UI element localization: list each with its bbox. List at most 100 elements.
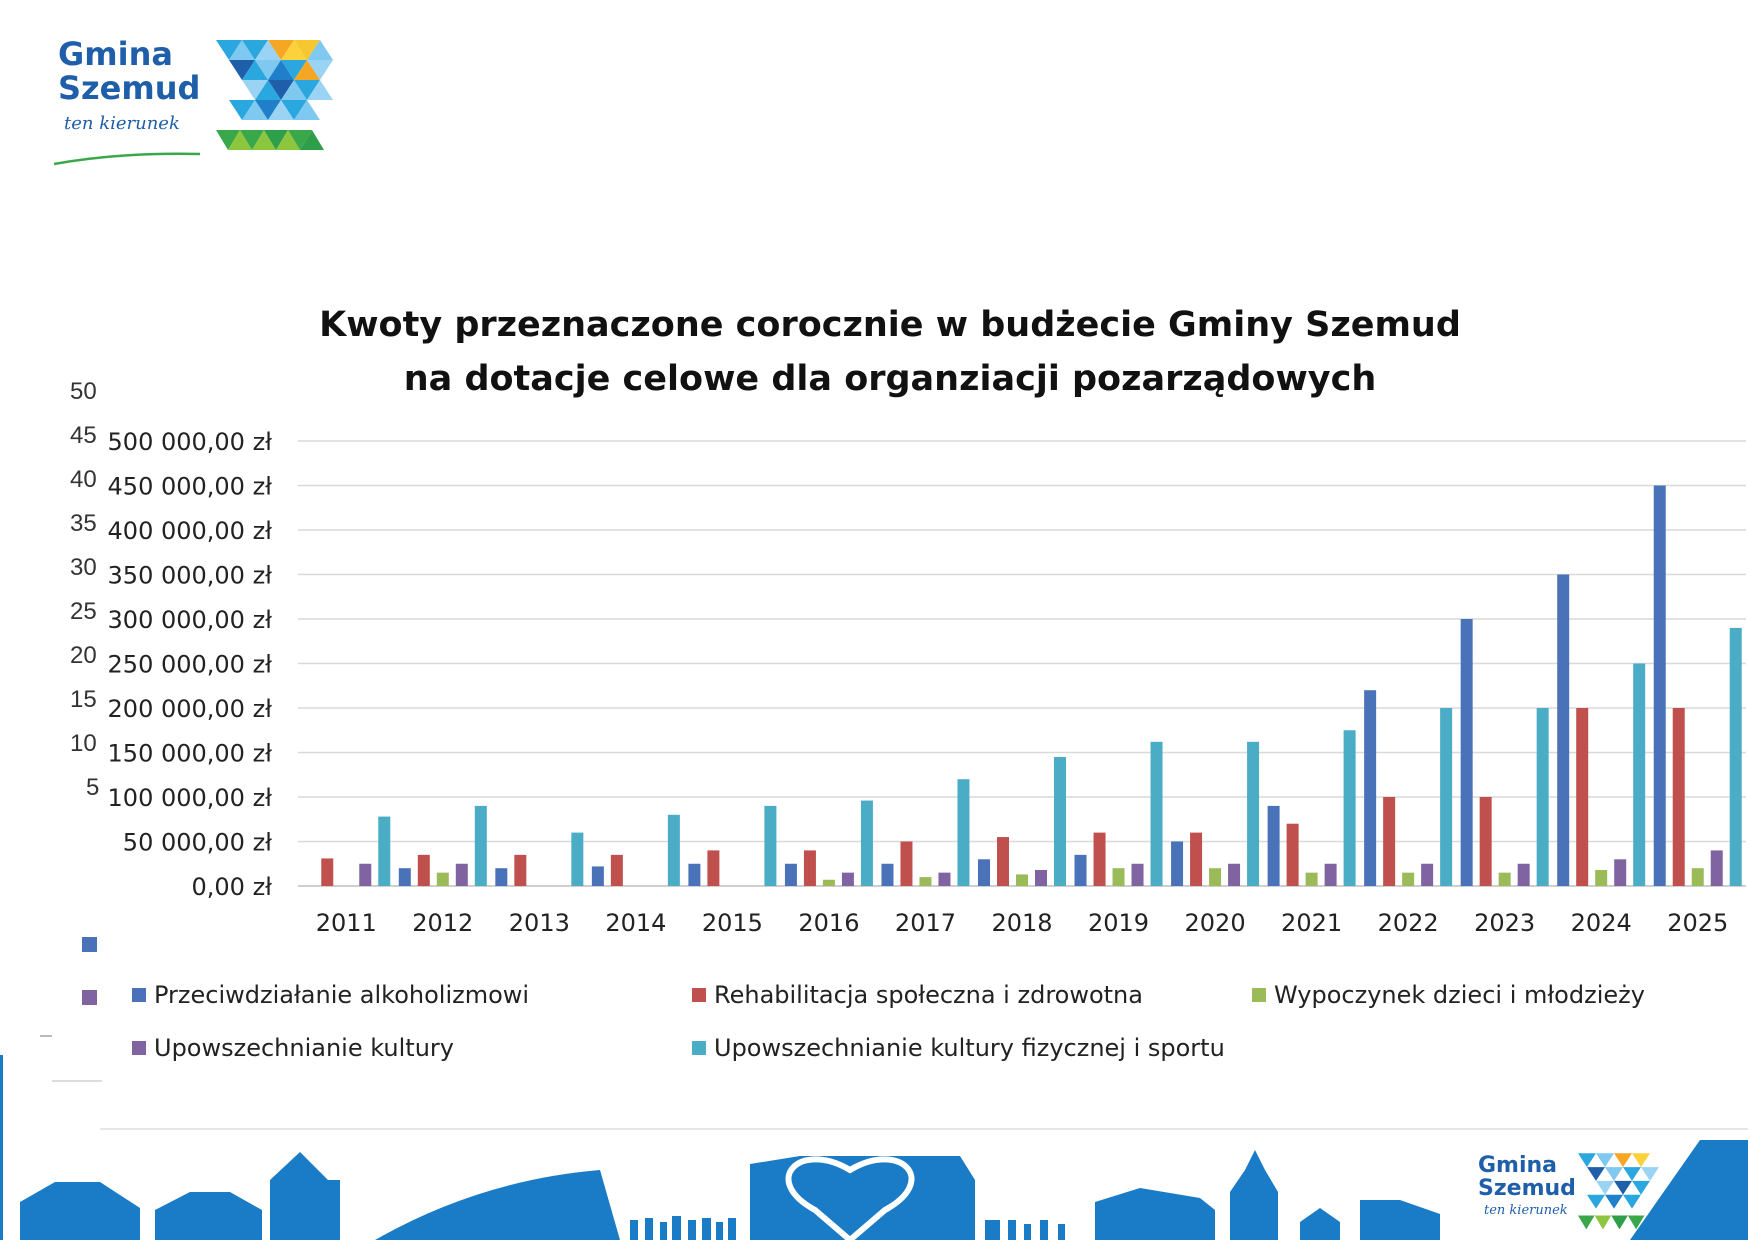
- bar-3: [1112, 868, 1125, 886]
- bar-2: [1672, 708, 1685, 886]
- ghost-axis-label: 10: [70, 730, 97, 757]
- stray-dash: [52, 1080, 102, 1082]
- bar-2: [1286, 823, 1299, 886]
- bar-4: [938, 872, 951, 886]
- bar-1: [398, 868, 411, 886]
- legend-swatch: [132, 1041, 146, 1055]
- chart-title-line2: na dotacje celowe dla organziacji pozarz…: [403, 359, 1377, 399]
- y-tick-label: 200 000,00 zł: [108, 695, 273, 723]
- y-tick-label: 50 000,00 zł: [123, 829, 272, 857]
- bar-4: [1324, 863, 1337, 886]
- bar-5: [1633, 663, 1646, 886]
- logo-line1: Gmina: [58, 35, 173, 73]
- bar-5: [1729, 627, 1742, 886]
- bar-5: [571, 832, 584, 886]
- bar-5: [860, 800, 873, 886]
- left-edge-bar: [0, 1055, 3, 1240]
- legend-label: Upowszechnianie kultury fizycznej i spor…: [714, 1034, 1225, 1062]
- legend-label: Przeciwdziałanie alkoholizmowi: [154, 981, 530, 1009]
- x-tick-label: 2023: [1474, 909, 1535, 937]
- legend-item: Upowszechnianie kultury: [132, 1034, 454, 1062]
- bar-4: [1710, 850, 1723, 886]
- bar-5: [1440, 708, 1453, 886]
- bar-1: [1171, 841, 1184, 886]
- bar-2: [1479, 797, 1492, 886]
- skyline-silhouette-icon: [20, 1140, 1748, 1240]
- bar-3: [436, 872, 449, 886]
- footer-divider: [100, 1128, 1748, 1130]
- bar-3: [1402, 872, 1415, 886]
- bar-2: [707, 850, 720, 886]
- bar-1: [1653, 485, 1666, 886]
- bar-1: [1267, 805, 1280, 886]
- bar-3: [1498, 872, 1511, 886]
- x-tick-label: 2020: [1185, 909, 1246, 937]
- x-tick-label: 2022: [1378, 909, 1439, 937]
- ghost-axis-label: 30: [70, 554, 97, 581]
- logo-small-triangles-icon: [1578, 1153, 1659, 1230]
- ghost-axis: 50 45 40 35 30 25 20 15 10 5: [70, 378, 110, 818]
- bar-4: [455, 863, 468, 886]
- legend-swatch: [692, 988, 706, 1002]
- y-tick-label: 350 000,00 zł: [108, 562, 273, 590]
- x-tick-label: 2025: [1667, 909, 1728, 937]
- bar-1: [688, 863, 701, 886]
- bar-4: [1517, 863, 1530, 886]
- bar-3: [1305, 872, 1318, 886]
- bar-5: [474, 805, 487, 886]
- gmina-szemud-logo-small: Gmina Szemud ten kierunek: [1470, 1148, 1670, 1238]
- x-tick-label: 2017: [895, 909, 956, 937]
- ghost-axis-label: 40: [70, 466, 97, 493]
- gmina-szemud-logo: Gmina Szemud ten kierunek: [40, 30, 360, 170]
- bar-chart: 0,00 zł 50 000,00 zł 100 000,00 zł 150 000,…: [108, 428, 1746, 937]
- bar-1: [1557, 574, 1570, 886]
- bar-5: [1536, 708, 1549, 886]
- legend-item: Upowszechnianie kultury fizycznej i spor…: [692, 1034, 1225, 1062]
- y-tick-label: 250 000,00 zł: [108, 651, 273, 679]
- bar-5: [1054, 756, 1066, 886]
- legend-label: Upowszechnianie kultury: [154, 1034, 454, 1062]
- bar-3: [919, 877, 932, 886]
- bar-2: [514, 854, 527, 886]
- chart-title: Kwoty przeznaczone corocznie w budżecie …: [0, 298, 1748, 406]
- logo-small-line2: Szemud: [1478, 1176, 1576, 1202]
- bar-1: [1460, 619, 1473, 886]
- bar-2: [900, 841, 913, 886]
- y-tick-label: 400 000,00 zł: [108, 517, 273, 545]
- legend-swatch: [1252, 988, 1266, 1002]
- bar-4: [1614, 859, 1627, 886]
- bar-3: [1209, 868, 1222, 886]
- legend-item: Wypoczynek dzieci i młodzieży: [1252, 981, 1645, 1009]
- bar-5: [764, 805, 777, 886]
- y-tick-label: 500 000,00 zł: [108, 428, 273, 456]
- bar-5: [378, 816, 391, 886]
- bar-2: [321, 858, 334, 886]
- x-tick-label: 2024: [1571, 909, 1632, 937]
- y-tick-label: 450 000,00 zł: [108, 473, 273, 501]
- bar-1: [1074, 854, 1087, 886]
- bar-3: [1691, 868, 1704, 886]
- legend-item: Przeciwdziałanie alkoholizmowi: [132, 981, 529, 1009]
- bar-1: [784, 863, 797, 886]
- bar-3: [822, 879, 835, 886]
- bar-5: [1247, 741, 1260, 886]
- logo-line2: Szemud: [58, 68, 201, 107]
- y-tick-label: 150 000,00 zł: [108, 740, 273, 768]
- x-tick-label: 2016: [798, 909, 859, 937]
- chart-legend: Przeciwdziałanie alkoholizmowi Rehabilit…: [0, 975, 1748, 1085]
- bar-2: [417, 854, 430, 886]
- stray-marker: [82, 937, 97, 952]
- legend-label: Wypoczynek dzieci i młodzieży: [1274, 981, 1645, 1009]
- stray-marker: [82, 990, 97, 1005]
- chart-title-line1: Kwoty przeznaczone corocznie w budżecie …: [319, 305, 1461, 345]
- bar-1: [881, 863, 894, 886]
- bar-5: [1150, 741, 1163, 886]
- bar-2: [803, 850, 816, 886]
- x-tick-label: 2011: [316, 909, 377, 937]
- y-tick-label: 0,00 zł: [192, 873, 273, 901]
- bar-4: [1131, 863, 1144, 886]
- bar-1: [978, 859, 990, 886]
- bar-2: [1190, 832, 1203, 886]
- bar-4: [1228, 863, 1241, 886]
- legend-item: Rehabilitacja społeczna i zdrowotna: [692, 981, 1143, 1009]
